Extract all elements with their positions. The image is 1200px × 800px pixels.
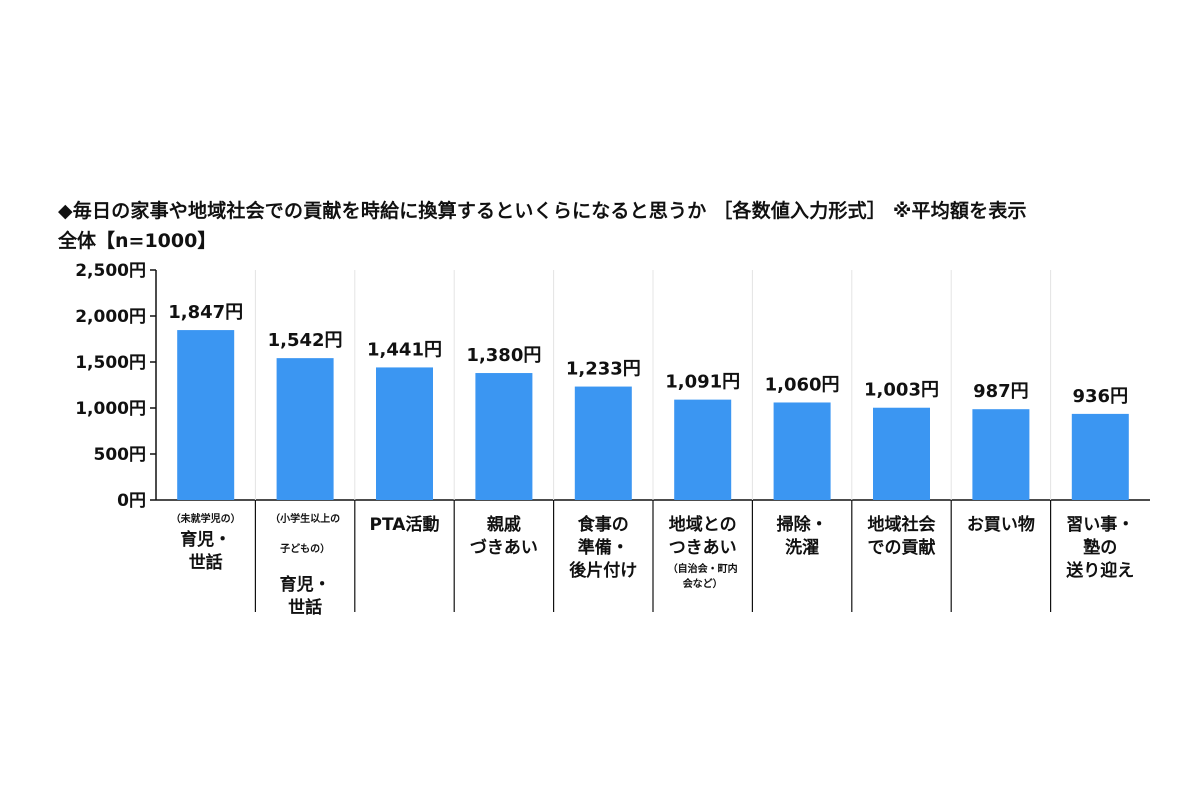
category-note: （自治会・町内 xyxy=(668,562,738,575)
category-label: つきあい xyxy=(669,538,737,558)
category-note: 会など） xyxy=(683,577,723,590)
y-tick-label: 2,500円 xyxy=(75,261,146,281)
bar xyxy=(1071,413,1129,500)
bar xyxy=(177,330,235,500)
bar xyxy=(574,386,632,500)
category-label: 後片付け xyxy=(569,560,637,581)
data-label: 1,003円 xyxy=(864,380,939,401)
y-tick-label: 2,000円 xyxy=(75,307,146,327)
chart-subtitle: 全体【n=1000】 xyxy=(58,230,217,252)
category-label: 準備・ xyxy=(578,537,629,558)
category-label: 塾の xyxy=(1083,537,1117,558)
category-label: 育児・ xyxy=(280,574,331,595)
category-note: （未就学児の） xyxy=(171,512,241,525)
y-tick-label: 1,000円 xyxy=(75,399,146,419)
category-label: 世話 xyxy=(189,552,223,573)
category-label: PTA活動 xyxy=(370,514,440,535)
data-label: 1,233円 xyxy=(566,359,641,380)
bar xyxy=(972,409,1030,500)
bar xyxy=(475,373,533,500)
bar xyxy=(376,367,433,500)
category-label: での貢献 xyxy=(868,537,936,558)
category-label: 親戚 xyxy=(487,514,521,535)
data-label: 1,542円 xyxy=(268,330,343,351)
data-label: 1,380円 xyxy=(466,345,541,366)
data-label: 987円 xyxy=(973,381,1029,402)
data-label: 936円 xyxy=(1073,386,1129,407)
category-label: 世話 xyxy=(288,597,322,618)
y-tick-label: 1,500円 xyxy=(75,353,146,373)
bar xyxy=(674,399,732,500)
category-label: 洗濯 xyxy=(785,537,819,558)
category-label: 地域との xyxy=(669,514,737,535)
category-label: 掃除・ xyxy=(777,514,828,535)
bar xyxy=(873,407,930,500)
category-label: 習い事・ xyxy=(1066,515,1134,535)
category-note: 子どもの） xyxy=(280,542,330,555)
category-label: 育児・ xyxy=(180,529,231,550)
y-tick-label: 500円 xyxy=(94,445,147,465)
category-label: 食事の xyxy=(578,514,629,535)
category-label: 送り迎え xyxy=(1066,560,1134,581)
category-label: づきあい xyxy=(470,538,538,558)
category-label: お買い物 xyxy=(967,514,1035,535)
chart-title: ◆毎日の家事や地域社会での貢献を時給に換算するといくらになると思うか ［各数値入… xyxy=(58,200,1027,222)
data-label: 1,847円 xyxy=(168,302,243,323)
bar xyxy=(276,358,334,500)
y-tick-label: 0円 xyxy=(117,491,146,511)
category-label: 地域社会 xyxy=(868,514,936,535)
data-label: 1,441円 xyxy=(367,339,442,360)
data-label: 1,060円 xyxy=(765,374,840,395)
bar xyxy=(773,402,831,500)
category-note: （小学生以上の xyxy=(270,512,340,525)
data-label: 1,091円 xyxy=(665,372,740,393)
